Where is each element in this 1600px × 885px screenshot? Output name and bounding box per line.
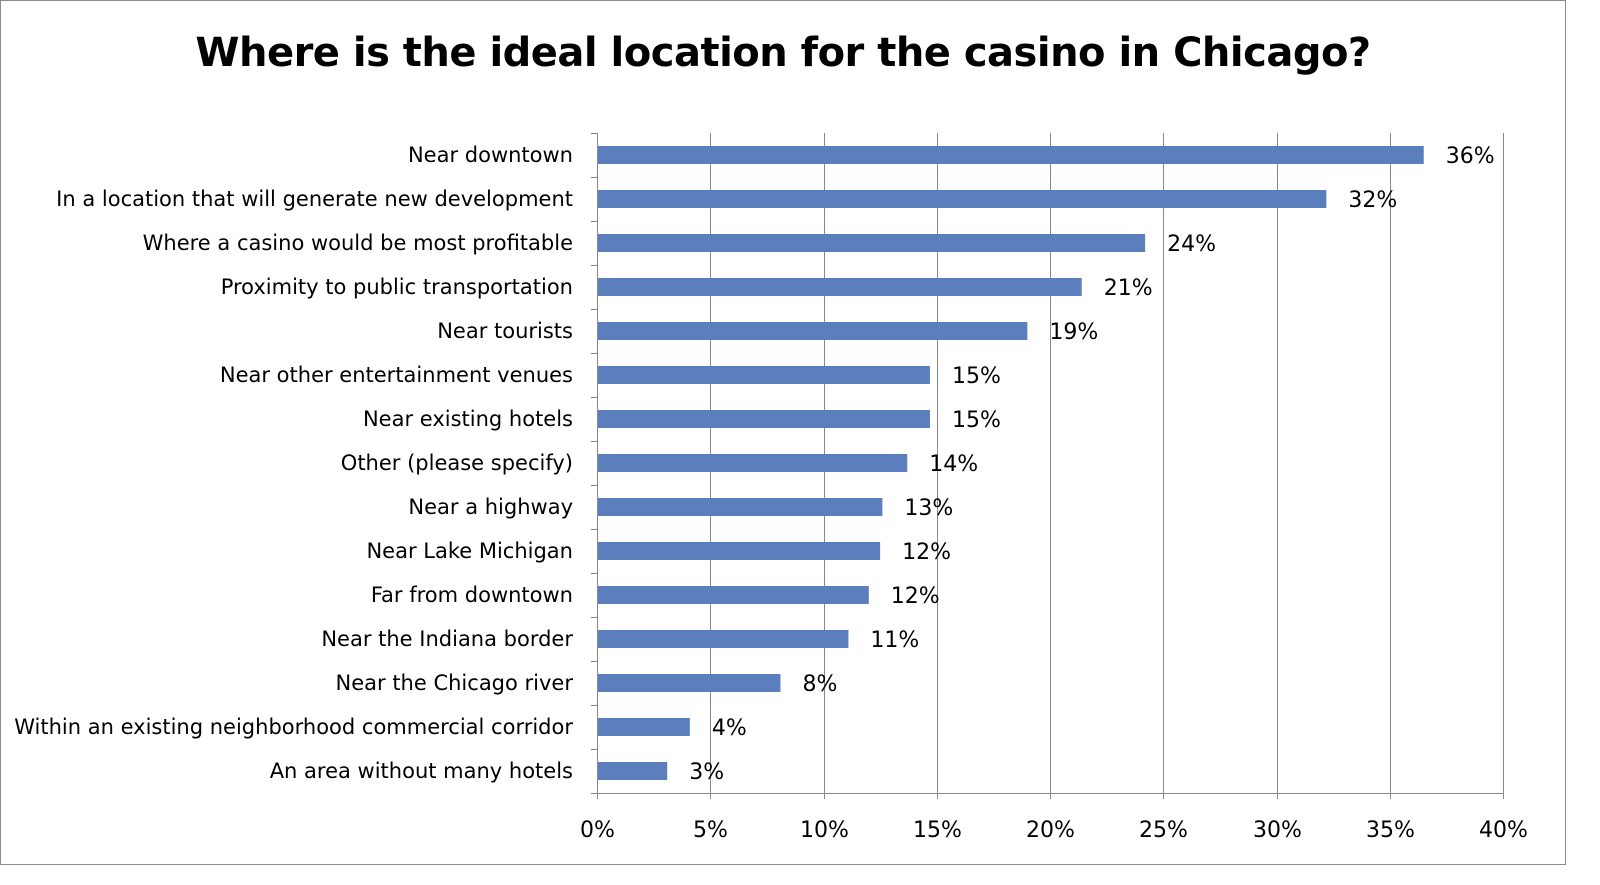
category-label: Near existing hotels [363,407,573,431]
data-label: 21% [1104,276,1153,301]
data-label: 15% [952,364,1001,389]
bar [598,190,1327,208]
category-label: Near tourists [437,319,573,343]
data-label: 13% [904,496,953,521]
data-label: 12% [902,540,951,565]
data-label: 36% [1446,144,1495,169]
category-label: Near a highway [408,495,573,519]
category-label: An area without many hotels [270,759,573,783]
data-label: 11% [870,628,919,653]
category-label: Within an existing neighborhood commerci… [14,715,573,739]
category-label: Near downtown [408,143,573,167]
labels: 0% 5% 10% 15% 20% 25% 30% 35% 40% Near downtown 36… [14,143,1528,843]
x-tick-label: 30% [1253,818,1302,843]
category-label: Near the Chicago river [336,671,574,695]
x-tick-label: 40% [1479,818,1528,843]
bar [598,278,1082,296]
bar [598,674,781,692]
x-tick-label: 5% [693,818,728,843]
category-label: Near other entertainment venues [220,363,573,387]
bar [598,718,690,736]
category-label: Where a casino would be most profitable [143,231,573,255]
x-tick-label: 10% [800,818,849,843]
data-label: 8% [802,672,837,697]
data-label: 24% [1167,232,1216,257]
bar [598,586,869,604]
chart-frame [0,0,1566,865]
category-label: Far from downtown [371,583,573,607]
category-label: Near the Indiana border [321,627,573,651]
data-label: 14% [929,452,978,477]
chart-title: Where is the ideal location for the casi… [195,30,1371,76]
data-label: 4% [712,716,747,741]
bar [598,762,668,780]
bar [598,234,1146,252]
x-tick-label: 15% [913,818,962,843]
category-label: Proximity to public transportation [221,275,573,299]
category-label: Other (please specify) [341,451,573,475]
bar [598,366,930,384]
data-label: 15% [952,408,1001,433]
data-label: 12% [891,584,940,609]
category-label: Near Lake Michigan [366,539,573,563]
bar-series [598,146,1424,780]
bar [598,322,1028,340]
category-label: In a location that will generate new dev… [56,187,573,211]
bar [598,454,908,472]
x-tick-label: 35% [1366,818,1415,843]
bar [598,410,930,428]
bar [598,542,881,560]
x-tick-label: 0% [580,818,615,843]
bar [598,630,849,648]
x-tick-label: 25% [1139,818,1188,843]
axes [591,133,1504,799]
bar [598,146,1424,164]
bar [598,498,883,516]
data-label: 19% [1049,320,1098,345]
data-label: 3% [689,760,724,785]
data-label: 32% [1348,188,1397,213]
x-tick-label: 20% [1026,818,1075,843]
